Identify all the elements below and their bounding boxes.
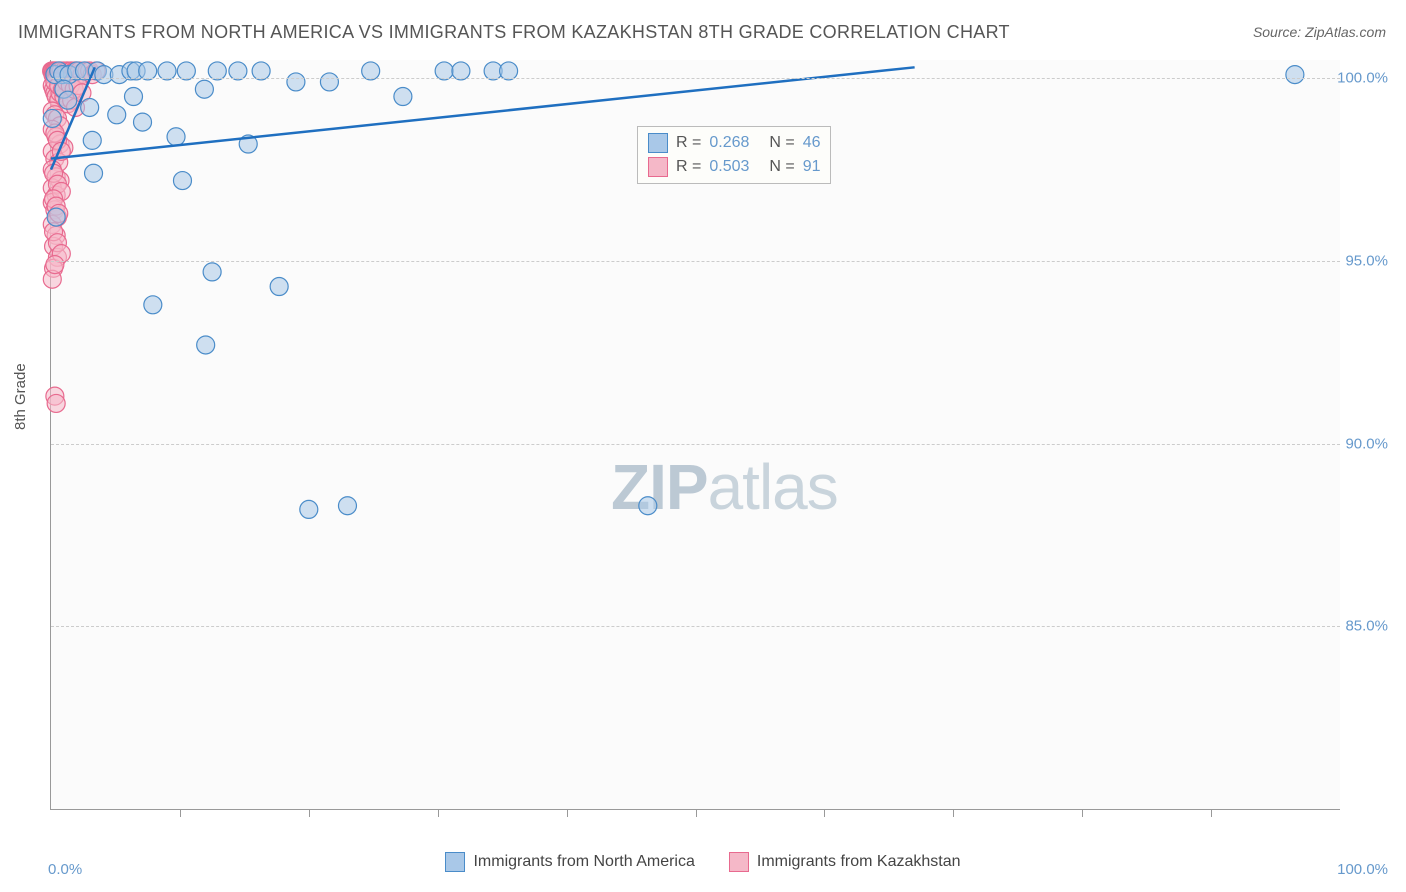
n-value-kz: 91 [803, 155, 821, 179]
gridline-h [51, 78, 1340, 79]
data-point-na [362, 62, 380, 80]
gridline-h [51, 444, 1340, 445]
stats-legend: R = 0.268 N = 46 R = 0.503 N = 91 [637, 126, 831, 184]
data-point-na [197, 336, 215, 354]
y-tick-label: 100.0% [1337, 70, 1388, 87]
data-point-na [500, 62, 518, 80]
data-point-na [59, 91, 77, 109]
data-point-na [287, 73, 305, 91]
data-point-kz [46, 256, 64, 274]
x-tick [953, 809, 954, 817]
y-tick-label: 90.0% [1345, 435, 1388, 452]
swatch-na [648, 133, 668, 153]
data-point-na [177, 62, 195, 80]
n-label-kz: N = [769, 155, 794, 179]
swatch-kz [648, 157, 668, 177]
data-point-na [252, 62, 270, 80]
data-point-na [124, 88, 142, 106]
legend-label-kz: Immigrants from Kazakhstan [757, 853, 961, 871]
data-point-na [43, 109, 61, 127]
x-tick [309, 809, 310, 817]
source-attribution: Source: ZipAtlas.com [1253, 24, 1386, 40]
gridline-h [51, 261, 1340, 262]
gridline-h [51, 626, 1340, 627]
x-tick [180, 809, 181, 817]
data-point-na [435, 62, 453, 80]
legend-item-kz: Immigrants from Kazakhstan [729, 852, 961, 872]
legend-item-na: Immigrants from North America [445, 852, 694, 872]
data-point-na [203, 263, 221, 281]
data-point-na [173, 172, 191, 190]
data-point-na [229, 62, 247, 80]
data-point-na [144, 296, 162, 314]
r-value-na: 0.268 [709, 131, 761, 155]
data-point-na [639, 497, 657, 515]
legend-label-na: Immigrants from North America [473, 853, 694, 871]
data-point-na [47, 208, 65, 226]
y-tick-label: 95.0% [1345, 252, 1388, 269]
swatch-na-bottom [445, 852, 465, 872]
chart-plot-area: ZIPatlas R = 0.268 N = 46 R = 0.503 N = … [50, 60, 1340, 810]
data-point-na [139, 62, 157, 80]
data-point-na [167, 128, 185, 146]
x-tick [1082, 809, 1083, 817]
data-point-na [300, 500, 318, 518]
r-value-kz: 0.503 [709, 155, 761, 179]
n-value-na: 46 [803, 131, 821, 155]
data-point-na [83, 131, 101, 149]
stats-row-kz: R = 0.503 N = 91 [648, 155, 820, 179]
data-point-na [452, 62, 470, 80]
series-legend: Immigrants from North America Immigrants… [0, 852, 1406, 872]
n-label-na: N = [769, 131, 794, 155]
data-point-na [320, 73, 338, 91]
chart-title: IMMIGRANTS FROM NORTH AMERICA VS IMMIGRA… [18, 22, 1010, 43]
data-point-na [85, 164, 103, 182]
data-point-na [1286, 66, 1304, 84]
data-point-kz [47, 394, 65, 412]
x-tick [1211, 809, 1212, 817]
data-point-na [134, 113, 152, 131]
data-point-na [338, 497, 356, 515]
y-axis-label: 8th Grade [12, 363, 29, 430]
swatch-kz-bottom [729, 852, 749, 872]
data-point-na [394, 88, 412, 106]
stats-row-na: R = 0.268 N = 46 [648, 131, 820, 155]
y-tick-label: 85.0% [1345, 618, 1388, 635]
data-point-na [158, 62, 176, 80]
x-tick [696, 809, 697, 817]
data-point-na [108, 106, 126, 124]
x-tick [567, 809, 568, 817]
data-point-na [270, 278, 288, 296]
data-point-na [195, 80, 213, 98]
x-tick [824, 809, 825, 817]
r-label-na: R = [676, 131, 701, 155]
data-point-na [208, 62, 226, 80]
x-tick [438, 809, 439, 817]
r-label-kz: R = [676, 155, 701, 179]
data-point-na [81, 98, 99, 116]
